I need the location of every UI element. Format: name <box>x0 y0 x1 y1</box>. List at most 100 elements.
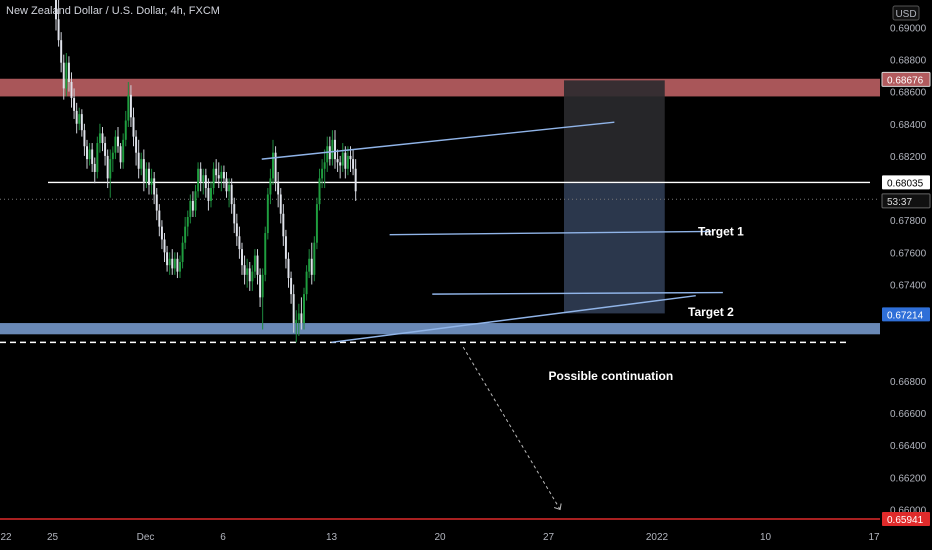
price-tick-label: 0.68800 <box>890 55 927 66</box>
candle-body <box>135 136 138 153</box>
time-tick-label: 2022 <box>646 532 669 543</box>
price-badge-bg <box>881 71 931 87</box>
projection-box-layer <box>564 80 665 314</box>
candle-body <box>119 146 122 163</box>
time-tick-label: Dec <box>137 532 155 543</box>
candle-body <box>98 133 101 144</box>
candle-body <box>204 175 207 189</box>
candle <box>233 197 236 234</box>
candle-body <box>75 110 78 124</box>
candle-body <box>331 139 334 160</box>
price-badge-bg <box>881 193 931 209</box>
candle-body <box>225 178 228 192</box>
candle-body <box>186 216 189 227</box>
candle-body <box>91 149 94 164</box>
candle <box>153 171 156 205</box>
candle <box>104 136 107 166</box>
candle-body <box>194 191 197 211</box>
candle-body <box>277 181 280 195</box>
candle-body <box>310 258 313 275</box>
annotation-label: Possible continuation <box>549 369 674 383</box>
candle-body <box>269 178 272 195</box>
candle <box>181 236 184 269</box>
candle-body <box>248 268 251 282</box>
time-tick-label: 10 <box>760 532 772 543</box>
price-badge-label: 0.68676 <box>887 75 924 86</box>
price-badge-bg <box>882 511 930 526</box>
candle <box>197 162 200 198</box>
candle <box>238 226 241 259</box>
candle-body <box>106 155 109 179</box>
resistance-zone <box>0 78 880 97</box>
candle <box>274 146 277 192</box>
candle <box>186 210 189 237</box>
candle-body <box>62 62 65 89</box>
candle-body <box>65 62 68 89</box>
candle <box>346 146 349 176</box>
price-tick-label: 0.66400 <box>890 441 927 452</box>
trendline-4 <box>432 291 723 295</box>
candle <box>137 139 140 179</box>
candle <box>132 107 135 147</box>
price-tick-label: 0.67600 <box>890 248 927 259</box>
candle-body <box>171 258 174 269</box>
candle-body <box>339 162 342 166</box>
candle <box>259 268 262 307</box>
price-tick-label: 0.67400 <box>890 280 927 291</box>
candle <box>111 146 114 172</box>
candle-body <box>86 146 88 160</box>
price-badges-layer: 0.68676 0.68035 53:37 0.67214 0.65941 <box>881 71 931 526</box>
price-axis-bg <box>880 0 932 550</box>
price-badge-last: 0.68035 <box>882 175 930 190</box>
candle-body <box>344 152 347 169</box>
chart-title: New Zealand Dollar / U.S. Dollar, 4h, FX… <box>6 5 220 17</box>
candle-body <box>114 136 117 153</box>
candle <box>308 249 311 279</box>
candle-body <box>352 159 355 169</box>
candle <box>114 130 117 160</box>
candle <box>78 107 81 131</box>
candle <box>155 188 158 221</box>
candle-body <box>88 149 91 160</box>
candle <box>225 171 228 198</box>
candle <box>210 181 212 208</box>
candle-body <box>124 120 127 140</box>
price-badge-bg <box>882 307 930 322</box>
candle-body <box>215 168 218 176</box>
price-tick-label: 0.66200 <box>890 473 927 484</box>
candle-body <box>318 178 321 205</box>
candle <box>106 149 109 189</box>
candle-body <box>150 178 153 185</box>
candle <box>86 139 88 169</box>
candle <box>75 102 78 134</box>
candle-body <box>127 94 130 121</box>
candle <box>336 149 339 172</box>
candle <box>150 168 153 195</box>
candle <box>158 204 161 237</box>
candle-body <box>160 226 163 240</box>
time-axis: 22 25 Dec 6 13 20 27 2022 10 17 <box>0 526 932 550</box>
candle-body <box>202 175 205 182</box>
candle <box>287 252 290 288</box>
price-badge-label: 53:37 <box>887 197 912 208</box>
price-badge-label: 0.68035 <box>887 178 924 189</box>
candle-body <box>184 226 187 243</box>
price-badge-target: 0.65941 <box>882 511 930 526</box>
candle-body <box>176 258 179 272</box>
candle-body <box>295 319 298 324</box>
candle <box>101 126 104 152</box>
candle-body <box>145 168 148 182</box>
candle <box>334 130 336 169</box>
candle-body <box>266 194 269 234</box>
candle <box>323 149 326 189</box>
candle-body <box>158 210 161 227</box>
candle-body <box>199 168 202 182</box>
candle <box>266 188 269 240</box>
horizontal-lines-layer <box>0 181 880 520</box>
candle-body <box>101 133 104 144</box>
candle-body <box>140 159 143 169</box>
candle <box>179 255 181 279</box>
candle <box>207 178 210 211</box>
candle <box>67 56 70 92</box>
